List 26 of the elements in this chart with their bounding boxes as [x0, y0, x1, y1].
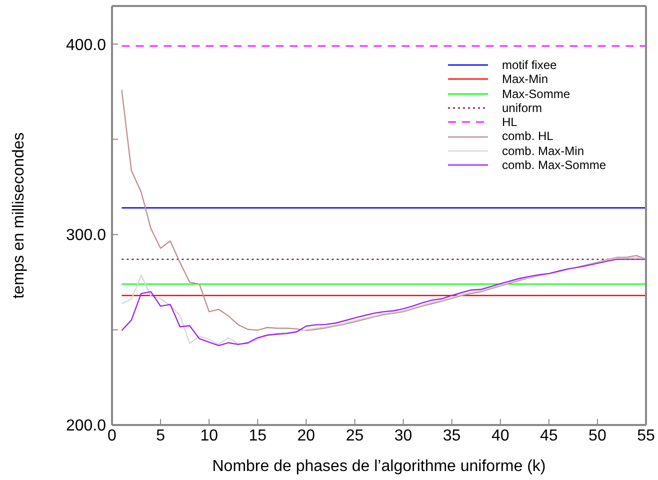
legend-label: Max-Min [502, 72, 548, 87]
x-tick-label: 15 [248, 427, 267, 444]
x-tick-label: 35 [442, 427, 461, 444]
x-tick-label: 5 [156, 427, 166, 444]
legend-label: HL [502, 115, 518, 130]
x-tick-label: 20 [297, 427, 316, 444]
x-axis-title: Nombre de phases de l’algorithme uniforme (k) [212, 458, 546, 475]
legend-label: Max-Somme [502, 86, 570, 101]
legend-label: comb. HL [502, 129, 554, 144]
y-tick-label: 400.0 [66, 36, 106, 54]
x-tick-label: 10 [200, 427, 218, 444]
x-tick-label: 25 [346, 427, 364, 444]
line-series [121, 89, 646, 332]
x-tick-label: 55 [637, 427, 655, 444]
legend-label: comb. Max-Somme [502, 158, 606, 172]
x-tick-label: 0 [108, 427, 117, 444]
x-tick-label: 40 [491, 427, 510, 444]
x-tick-label: 45 [540, 427, 558, 444]
y-tick-label: 200.0 [66, 418, 106, 435]
x-tick-label: 30 [394, 427, 412, 444]
x-tick-label: 50 [588, 427, 606, 444]
y-tick-label: 300.0 [66, 227, 106, 244]
legend-label: comb. Max-Min [502, 144, 584, 158]
legend-label: uniform [502, 100, 542, 116]
y-axis-title: temps en millisecondes [10, 132, 28, 299]
legend-label: motif fixee [502, 58, 557, 72]
